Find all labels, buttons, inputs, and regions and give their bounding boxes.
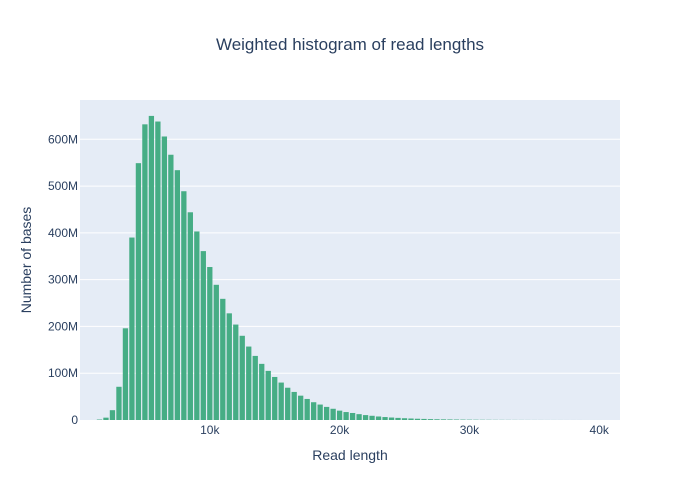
histogram-bar <box>427 419 434 420</box>
x-tick-label: 20k <box>330 423 350 437</box>
y-tick-label: 0 <box>71 413 78 427</box>
histogram-bar <box>434 419 440 420</box>
histogram-bar <box>291 391 297 420</box>
histogram-bar <box>336 410 343 420</box>
histogram-bar <box>200 251 206 420</box>
histogram-bar <box>343 412 349 420</box>
histogram-bar <box>440 419 447 420</box>
histogram-bar <box>408 418 414 420</box>
histogram-bar <box>122 328 129 420</box>
histogram-bar <box>116 386 122 420</box>
y-tick-label: 300M <box>48 273 78 287</box>
y-tick-label: 600M <box>48 132 78 146</box>
histogram-bar <box>103 417 109 420</box>
histogram-bar <box>129 237 135 420</box>
histogram-bar <box>135 163 142 420</box>
histogram-bar <box>239 335 245 420</box>
chart-title: Weighted histogram of read lengths <box>216 35 484 54</box>
x-tick-label: 10k <box>200 423 220 437</box>
histogram-bar <box>259 363 265 420</box>
histogram-bar <box>447 419 453 420</box>
histogram-bar <box>414 418 421 420</box>
histogram-bar <box>207 267 213 420</box>
histogram-bar <box>323 406 330 420</box>
histogram-bar <box>213 284 219 420</box>
histogram-bar <box>155 121 161 421</box>
histogram-bar <box>356 414 362 420</box>
histogram-bar <box>285 387 291 420</box>
histogram-bar <box>109 410 116 420</box>
plot-area <box>80 100 620 420</box>
y-tick-label: 400M <box>48 226 78 240</box>
histogram-bar <box>252 355 258 420</box>
y-axis-title: Number of bases <box>18 207 34 314</box>
histogram-bar <box>174 170 180 420</box>
histogram-bar <box>226 313 232 420</box>
histogram-bar <box>265 370 271 420</box>
histogram-bar <box>168 154 174 421</box>
y-axis-ticks: 0 100M 200M 300M 400M 500M 600M <box>48 132 78 427</box>
histogram-bar <box>194 231 200 420</box>
x-tick-label: 40k <box>590 423 610 437</box>
bars <box>96 115 602 421</box>
histogram-bar <box>395 417 401 420</box>
y-tick-label: 100M <box>48 366 78 380</box>
histogram-bar <box>246 346 252 420</box>
histogram-bar <box>349 412 356 420</box>
histogram-bar <box>161 136 168 421</box>
histogram-bar <box>278 382 284 420</box>
histogram-bar <box>330 408 336 420</box>
histogram-bar <box>220 298 226 420</box>
histogram-bar <box>421 418 427 420</box>
histogram-bar <box>148 115 155 420</box>
y-tick-label: 200M <box>48 319 78 333</box>
histogram-bar <box>233 324 239 420</box>
histogram-bar <box>187 212 193 420</box>
x-tick-label: 30k <box>460 423 480 437</box>
histogram-bar <box>304 398 310 420</box>
histogram-bar <box>298 395 304 420</box>
histogram-bar <box>142 124 148 420</box>
histogram-bar <box>317 404 323 420</box>
histogram-bar <box>401 418 408 420</box>
histogram-bar <box>375 416 382 420</box>
histogram-bar <box>181 191 187 420</box>
histogram-bar <box>272 376 278 420</box>
x-axis-ticks: 10k 20k 30k 40k <box>200 423 610 437</box>
y-tick-label: 500M <box>48 179 78 193</box>
histogram-bar <box>388 417 395 420</box>
x-axis-title: Read length <box>312 447 388 463</box>
histogram-bar <box>311 402 317 420</box>
histogram-bar <box>362 415 369 420</box>
histogram-bar <box>382 417 388 420</box>
histogram-bar <box>369 415 375 420</box>
